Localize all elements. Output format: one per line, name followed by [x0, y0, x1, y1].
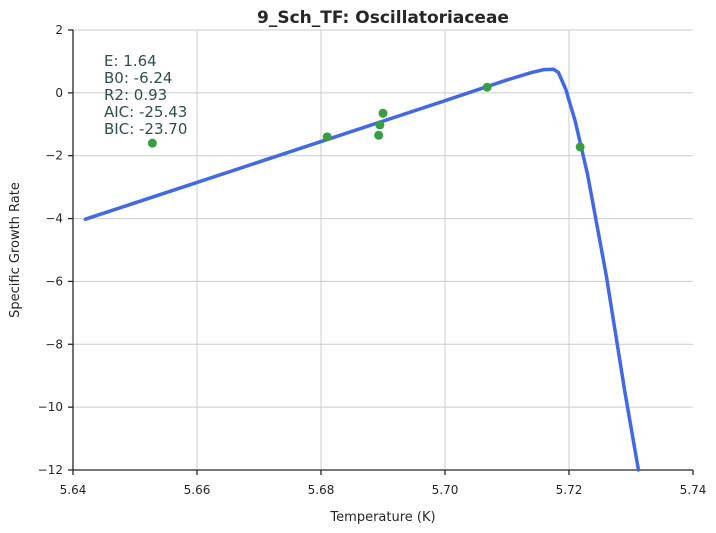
data-point — [374, 130, 384, 140]
data-point — [322, 132, 332, 142]
y-tick-labels: 2 0 −2 −4 −6 −8 −10 −12 — [38, 23, 63, 477]
fit-curve — [83, 67, 641, 472]
grid — [73, 29, 693, 470]
x-tick-label: 5.72 — [556, 483, 583, 497]
y-tick-label: 0 — [55, 86, 63, 100]
x-tick-label: 5.66 — [184, 483, 211, 497]
chart-title: 9_Sch_TF: Oscillatoriaceae — [257, 8, 509, 28]
y-tick-label: −4 — [45, 212, 63, 226]
y-tick-label: −10 — [38, 400, 63, 414]
x-tick-label: 5.64 — [60, 483, 87, 497]
stat-line: R2: 0.93 — [104, 86, 167, 104]
y-tick-label: 2 — [55, 23, 63, 37]
data-point — [375, 120, 385, 130]
x-tick-label: 5.68 — [308, 483, 335, 497]
stat-line: AIC: -25.43 — [104, 103, 187, 121]
x-tick-label: 5.74 — [680, 483, 707, 497]
stat-line: B0: -6.24 — [104, 69, 172, 87]
axes — [68, 29, 694, 475]
data-point — [482, 82, 492, 92]
data-point — [575, 142, 585, 152]
y-axis-label: Specific Growth Rate — [8, 182, 23, 318]
x-tick-label: 5.70 — [432, 483, 459, 497]
y-tick-label: −12 — [38, 463, 63, 477]
data-point — [378, 108, 388, 118]
x-tick-labels: 5.64 5.66 5.68 5.70 5.72 5.74 — [60, 483, 707, 497]
data-point — [147, 138, 157, 148]
stat-line: BIC: -23.70 — [104, 120, 187, 138]
y-tick-label: −2 — [45, 149, 63, 163]
y-tick-label: −6 — [45, 274, 63, 288]
x-axis-label: Temperature (K) — [329, 510, 435, 525]
y-tick-label: −8 — [45, 337, 63, 351]
data-points — [147, 82, 585, 152]
stat-line: E: 1.64 — [104, 52, 157, 70]
